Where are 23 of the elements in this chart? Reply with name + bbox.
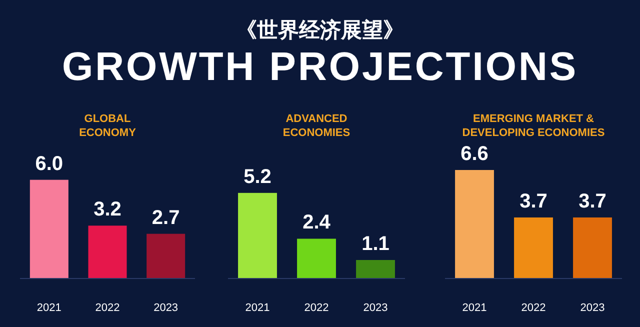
data-label: 2.4: [302, 212, 332, 234]
x-tick-label: 2022: [304, 302, 329, 314]
data-label: 1.1: [362, 233, 390, 255]
data-label: 2.7: [152, 206, 180, 229]
data-label: 3.2: [94, 198, 122, 221]
x-tick-label: 2023: [154, 302, 178, 314]
data-label: 6.0: [35, 152, 64, 175]
text: GROWTH PROJECTIONS: [62, 45, 578, 89]
data-label: 3.7: [578, 190, 606, 212]
data-label: 6.6: [460, 143, 488, 165]
x-tick-label: 2023: [580, 302, 605, 314]
chart-title: ADVANCED ECONOMIES: [282, 113, 350, 139]
x-tick-label: 2022: [521, 302, 546, 314]
x-tick-label: 2021: [36, 302, 62, 314]
chart-title: EMERGING MARKET & DEVELOPING ECONOMIES: [462, 113, 605, 139]
x-tick-label: 2021: [245, 302, 270, 314]
text: 《世界经济展望》: [236, 18, 404, 42]
data-label: 3.7: [520, 190, 548, 212]
chart-title: GLOBAL ECONOMY: [79, 113, 137, 139]
x-tick-label: 2022: [95, 302, 120, 314]
x-tick-label: 2023: [363, 302, 388, 314]
data-label: 5.2: [244, 166, 272, 188]
x-tick-label: 2021: [462, 302, 487, 314]
